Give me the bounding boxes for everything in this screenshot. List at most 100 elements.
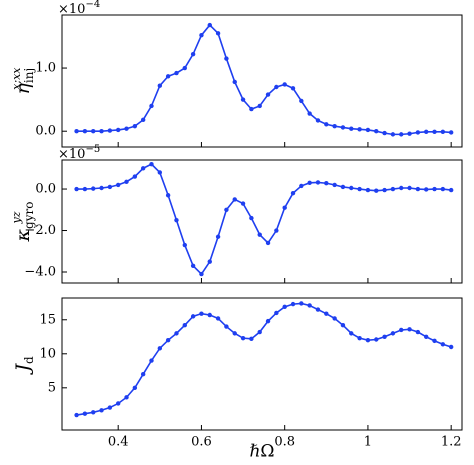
data-point — [124, 126, 129, 131]
data-point — [315, 118, 321, 123]
data-point — [340, 125, 346, 130]
data-point — [374, 337, 379, 342]
data-point — [140, 166, 146, 171]
data-point — [115, 182, 121, 188]
y-axis-label: Jd — [12, 356, 36, 376]
data-line — [76, 302, 452, 416]
data-point — [91, 410, 96, 415]
data-point — [307, 303, 312, 308]
data-point — [382, 334, 387, 339]
data-point — [324, 122, 329, 127]
offset-text: ×10−4 — [58, 0, 100, 17]
data-point — [165, 337, 171, 343]
y-tick-label: 15 — [39, 312, 56, 327]
data-point — [399, 132, 404, 137]
data-line — [76, 163, 452, 276]
data-point — [340, 184, 346, 190]
data-point — [240, 201, 246, 206]
x-tick-label: 1 — [364, 435, 372, 450]
data-point — [448, 344, 454, 350]
data-point — [432, 338, 437, 344]
data-point — [182, 323, 187, 328]
data-point — [74, 412, 79, 418]
data-point — [332, 182, 337, 188]
offset-exp: −5 — [85, 144, 100, 155]
data-line — [76, 23, 452, 136]
data-point — [357, 335, 362, 341]
data-point — [390, 132, 396, 137]
data-point — [82, 129, 88, 134]
data-point — [349, 126, 354, 131]
data-point — [382, 187, 387, 193]
data-point — [165, 193, 171, 198]
data-point — [232, 79, 237, 85]
data-point — [399, 185, 404, 191]
data-point — [215, 316, 221, 321]
data-point — [157, 83, 163, 88]
data-point — [399, 327, 404, 333]
offset-exp: −4 — [85, 0, 100, 10]
data-point — [265, 318, 271, 324]
data-point — [249, 215, 254, 221]
data-point — [132, 174, 138, 179]
data-point — [282, 205, 287, 210]
data-point — [415, 329, 421, 335]
data-point — [115, 401, 121, 406]
data-point — [99, 408, 104, 413]
data-point — [407, 327, 412, 332]
data-point — [149, 358, 154, 363]
data-point — [190, 314, 196, 319]
x-tick-label: 0.8 — [274, 435, 295, 450]
data-point — [240, 335, 246, 341]
data-point — [82, 186, 88, 192]
data-point — [299, 301, 304, 306]
data-point — [107, 405, 113, 410]
data-point — [207, 22, 212, 28]
data-point — [132, 123, 138, 129]
data-point — [299, 183, 304, 189]
data-point — [424, 334, 429, 339]
data-point — [424, 129, 429, 135]
data-point — [224, 207, 229, 212]
data-point — [440, 342, 446, 347]
data-point — [132, 385, 138, 391]
data-point — [340, 323, 346, 328]
data-point — [115, 127, 121, 133]
data-point — [74, 129, 79, 134]
y-label-sup: yz — [10, 211, 23, 224]
y-label-sup: x;xx — [10, 67, 23, 90]
data-point — [91, 129, 96, 134]
y-tick-label: −2.0 — [24, 223, 56, 238]
data-point — [140, 117, 146, 123]
y-label-symbol: η — [12, 83, 34, 95]
data-point — [215, 234, 221, 239]
data-point — [99, 129, 104, 134]
data-point — [257, 232, 262, 237]
data-point — [390, 186, 396, 192]
y-label-sub: d — [22, 356, 36, 364]
data-point — [307, 111, 312, 116]
data-point — [440, 186, 446, 192]
data-point — [182, 65, 187, 71]
data-point — [265, 92, 271, 97]
data-point — [290, 86, 296, 91]
data-point — [99, 185, 104, 191]
axes-frame — [61, 159, 463, 284]
y-axis-label: ηinjx;xx — [10, 67, 36, 95]
offset-base: ×10 — [58, 147, 85, 162]
data-point — [357, 186, 362, 192]
data-point — [124, 395, 129, 400]
data-point — [249, 106, 254, 112]
data-point — [432, 129, 437, 135]
data-point — [257, 103, 262, 109]
data-point — [432, 186, 437, 192]
y-label-symbol: J — [12, 363, 34, 376]
data-point — [349, 185, 354, 191]
data-point — [415, 186, 421, 192]
data-point — [274, 228, 279, 233]
y-tick-label: 0.0 — [35, 182, 56, 197]
data-point — [199, 33, 204, 38]
data-point — [215, 31, 221, 36]
data-point — [207, 312, 212, 318]
